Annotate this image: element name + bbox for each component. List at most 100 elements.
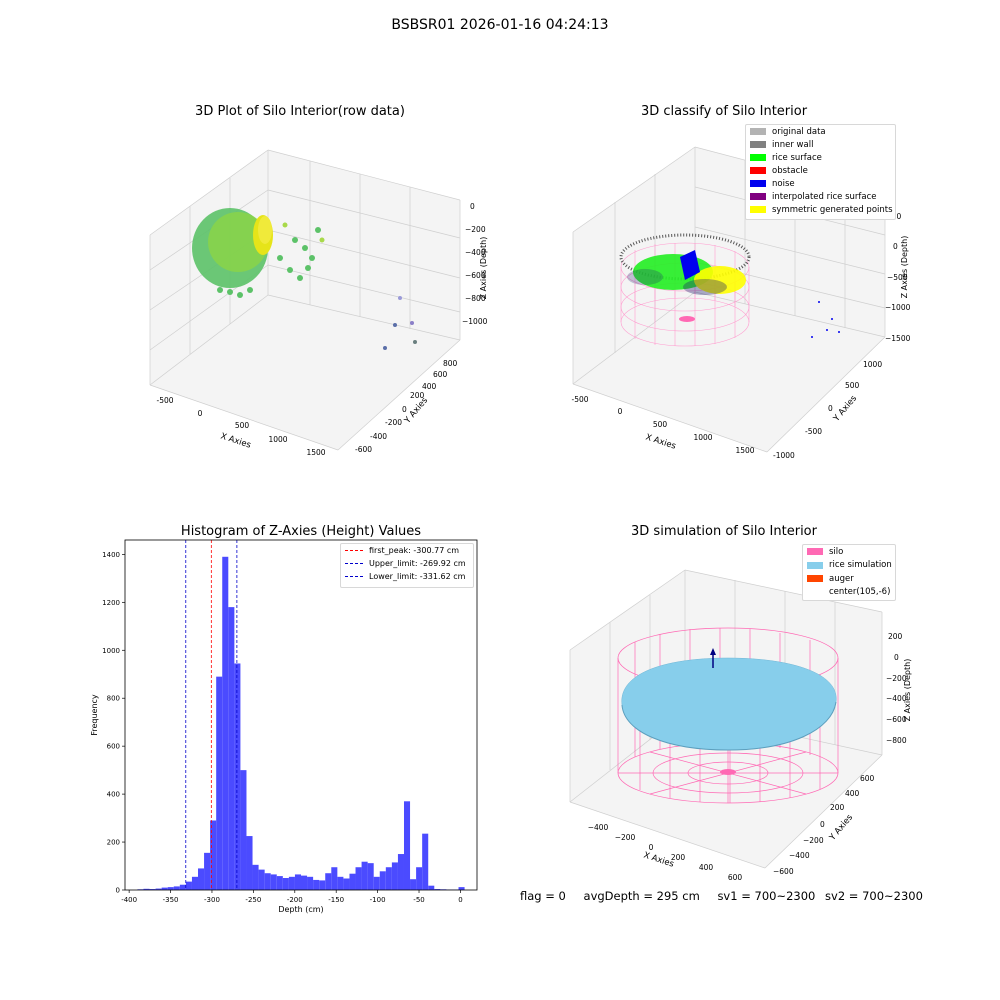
panel2-chart: -500 0 500 1000 1500 X Axies -1000 -500 0 50… xyxy=(571,146,911,460)
panel4-title: 3D simulation of Silo Interior xyxy=(631,524,817,539)
histogram-bar xyxy=(288,876,295,890)
legend-label: center(105,-6) xyxy=(829,587,891,598)
histogram-x-tick-label: -100 xyxy=(370,896,386,904)
histogram-y-tick-label: 1400 xyxy=(102,551,120,559)
legend-item: inner wall xyxy=(746,138,895,151)
svg-text:500: 500 xyxy=(235,421,250,430)
legend-label: interpolated rice surface xyxy=(772,191,877,202)
histogram-bar xyxy=(307,876,314,890)
histogram-x-tick-label: -300 xyxy=(204,896,220,904)
svg-text:−1500: −1500 xyxy=(885,334,911,343)
histogram-bar xyxy=(167,887,174,890)
svg-text:0: 0 xyxy=(649,843,654,852)
svg-text:0: 0 xyxy=(402,405,407,414)
histogram-bar xyxy=(403,801,411,890)
histogram-x-ticks: -400 -350 -300 -250 -200 -150 -100 -50 0 xyxy=(121,890,463,904)
panel2-zlabel: Z Axies (Depth) xyxy=(900,236,909,299)
histogram-bar xyxy=(179,884,186,890)
histogram-x-tick-label: -350 xyxy=(163,896,179,904)
svg-text:−600: −600 xyxy=(773,867,794,876)
svg-text:−800: −800 xyxy=(465,294,486,303)
histogram-bar xyxy=(313,879,320,890)
svg-text:200: 200 xyxy=(671,853,686,862)
svg-text:500: 500 xyxy=(653,420,668,429)
legend-line-swatch xyxy=(345,576,363,577)
svg-text:−600: −600 xyxy=(465,271,486,280)
sv1-text: sv1 = 700~2300 xyxy=(717,889,816,903)
svg-text:−1000: −1000 xyxy=(462,317,488,326)
histogram-bars xyxy=(137,556,465,890)
histogram-bar xyxy=(294,874,301,890)
histogram-bar xyxy=(367,863,374,890)
legend-item: silo xyxy=(803,545,895,559)
svg-text:−200: −200 xyxy=(803,836,824,845)
svg-text:−200: −200 xyxy=(886,674,907,683)
svg-text:200: 200 xyxy=(410,391,425,400)
histogram-y-tick-label: 1000 xyxy=(102,647,120,655)
svg-text:−500: −500 xyxy=(887,273,908,282)
histogram-bar xyxy=(434,889,441,890)
histogram-x-tick-label: -200 xyxy=(287,896,303,904)
svg-text:−400: −400 xyxy=(465,248,486,257)
flag-text: flag = 0 xyxy=(520,889,566,903)
histogram-xlabel: Depth (cm) xyxy=(278,905,323,914)
legend-item: obstacle xyxy=(746,164,895,177)
histogram-y-tick-label: 200 xyxy=(107,839,120,847)
panel2-title: 3D classify of Silo Interior xyxy=(640,104,808,119)
avg-depth-text: avgDepth = 295 cm xyxy=(583,889,700,903)
histogram-bar xyxy=(185,881,192,890)
svg-text:−200: −200 xyxy=(615,833,636,842)
legend-label: Upper_limit: -269.92 cm xyxy=(369,559,466,568)
histogram-bar xyxy=(143,888,150,890)
histogram-bar xyxy=(149,889,156,890)
histogram-bar xyxy=(191,876,199,890)
histogram-bar xyxy=(264,873,271,890)
legend-swatch xyxy=(750,128,766,135)
panel1-zlabel: Z Axies (Depth) xyxy=(479,237,488,300)
legend-label: Lower_limit: -331.62 cm xyxy=(369,572,466,581)
histogram-bar xyxy=(319,880,326,890)
histogram-bar xyxy=(234,663,241,890)
legend-swatch xyxy=(807,589,823,596)
legend-label: silo xyxy=(829,546,844,557)
figure-title: BSBSR01 2026-01-16 04:24:13 xyxy=(391,17,609,33)
histogram-bar xyxy=(161,887,168,890)
histogram-bar xyxy=(228,607,235,890)
sv2-text: sv2 = 700~2300 xyxy=(825,889,923,903)
legend-label: noise xyxy=(772,178,795,189)
legend-swatch xyxy=(750,154,766,161)
svg-text:0: 0 xyxy=(894,653,899,662)
histogram-bar xyxy=(416,867,423,890)
svg-text:1500: 1500 xyxy=(735,446,754,455)
panel1-points xyxy=(192,208,417,350)
histogram-bar xyxy=(355,867,362,890)
legend-label: rice surface xyxy=(772,152,822,163)
svg-text:400: 400 xyxy=(699,863,714,872)
legend-swatch xyxy=(807,561,823,569)
svg-text:−400: −400 xyxy=(789,851,810,860)
panel2-xlabel: X Axies xyxy=(644,432,677,451)
legend-swatch xyxy=(750,180,766,187)
legend-swatch xyxy=(750,141,766,148)
legend-item: interpolated rice surface xyxy=(746,190,895,203)
histogram-y-tick-label: 400 xyxy=(107,791,120,799)
panel1-title: 3D Plot of Silo Interior(row data) xyxy=(195,104,405,119)
histogram-bar xyxy=(210,820,217,890)
svg-text:-500: -500 xyxy=(571,395,588,404)
histogram-bar xyxy=(240,770,247,890)
legend-item: symmetric generated points xyxy=(746,203,895,216)
panel3-chart: -400 -350 -300 -250 -200 -150 -100 -50 0 0 200 400… xyxy=(90,539,478,914)
histogram-bar xyxy=(373,876,380,890)
panel4-rice-surface xyxy=(621,657,837,751)
histogram-bar xyxy=(216,676,223,890)
histogram-bar xyxy=(252,864,259,890)
legend-line-swatch xyxy=(345,563,363,564)
legend-swatch xyxy=(807,548,823,556)
legend-label: rice simulation xyxy=(829,560,892,571)
legend-item: original data xyxy=(746,125,895,138)
svg-text:-200: -200 xyxy=(385,418,402,427)
panel4-auger xyxy=(710,648,736,775)
panel3-title: Histogram of Z-Axies (Height) Values xyxy=(180,524,422,539)
histogram-bar xyxy=(343,878,350,890)
svg-text:400: 400 xyxy=(845,789,860,798)
